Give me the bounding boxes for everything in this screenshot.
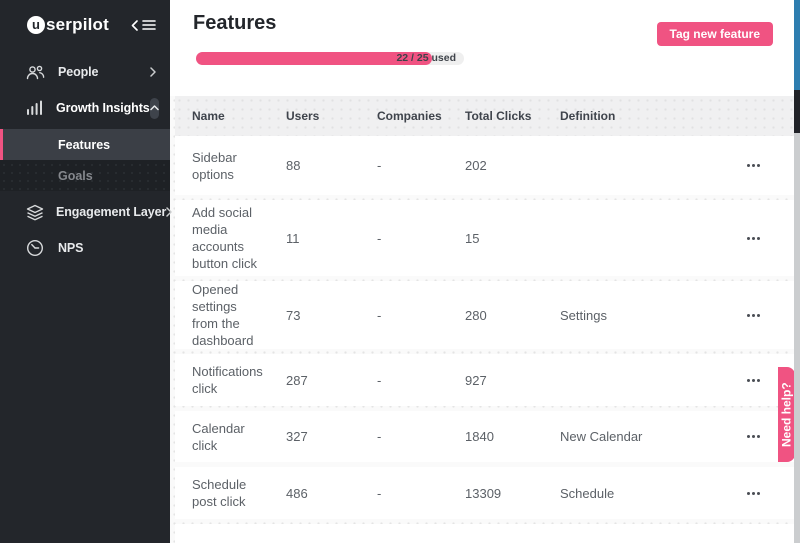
userpilot-logo[interactable]: u serpilot [27, 15, 109, 35]
column-header-name: Name [192, 109, 225, 123]
need-help-tab[interactable]: Need help? [778, 367, 795, 462]
sidebar-header: u serpilot [0, 0, 170, 35]
chevron-right-icon [166, 207, 172, 217]
feature-name: Calendar click [192, 420, 245, 453]
table-row: Schedule post click 486 - 13309 Schedule [175, 467, 800, 519]
table-row: Opened settings from the dashboard 73 - … [175, 281, 800, 349]
scrollbar-thumb[interactable] [794, 90, 800, 133]
sidebar-item-label: Growth Insights [56, 101, 150, 115]
growth-insights-submenu: Features Goals [0, 129, 170, 191]
collapse-section-button[interactable] [149, 97, 159, 119]
row-actions-button[interactable] [745, 160, 762, 171]
table-row: Sidebar options 88 - 202 [175, 136, 800, 195]
table-row: Add social media accounts button click 1… [175, 200, 800, 276]
row-actions-button[interactable] [745, 488, 762, 499]
hamburger-icon [142, 19, 156, 31]
scrollbar-blue-segment [794, 0, 800, 90]
feature-name: Notifications click [192, 364, 263, 396]
companies-value: - [377, 372, 382, 388]
bar-chart-icon [26, 100, 44, 116]
page-header: Features 22 / 25 used Tag new feature [170, 0, 800, 96]
chevron-up-icon [149, 105, 159, 111]
users-value: 73 [286, 307, 301, 323]
sidebar-item-engagement-layer[interactable]: Engagement Layer [0, 197, 172, 227]
companies-value: - [377, 485, 382, 501]
users-value: 287 [286, 372, 308, 388]
sidebar-nav: People Growth Insights [0, 57, 172, 263]
definition-value: New Calendar [560, 429, 643, 444]
chevron-right-icon [150, 67, 156, 77]
sidebar-item-label: Features [58, 137, 111, 152]
column-header-companies: Companies [377, 109, 442, 123]
total-clicks-value: 280 [465, 307, 487, 323]
table-row: Calendar click 327 - 1840 New Calendar [175, 411, 800, 462]
logo-u-icon: u [27, 16, 45, 34]
main-content: Features 22 / 25 used Tag new feature Na… [170, 0, 800, 543]
usage-progress-label: 22 / 25 used [396, 52, 456, 64]
features-table: Name Users Companies Total Clicks Defini… [170, 96, 800, 543]
table-row-partial [175, 524, 800, 543]
layers-icon [26, 204, 44, 221]
total-clicks-value: 15 [465, 230, 480, 246]
feature-name: Add social media accounts button click [192, 205, 258, 271]
people-icon [26, 64, 46, 81]
column-header-users: Users [286, 109, 320, 123]
feature-name: Schedule post click [192, 477, 247, 509]
scrollbar[interactable] [794, 0, 800, 543]
sidebar-item-label: NPS [58, 241, 84, 255]
feature-name: Opened settings from the dashboard [192, 282, 254, 348]
total-clicks-value: 927 [465, 372, 487, 388]
sidebar-item-features[interactable]: Features [0, 129, 170, 160]
gauge-icon [26, 239, 46, 257]
feature-usage-progress-bar: 22 / 25 used [196, 52, 464, 65]
tag-new-feature-button[interactable]: Tag new feature [656, 22, 773, 46]
sidebar-item-label: People [58, 65, 99, 79]
users-value: 486 [286, 485, 308, 501]
companies-value: - [377, 429, 382, 444]
companies-value: - [377, 158, 382, 173]
sidebar-item-growth-insights[interactable]: Growth Insights [0, 93, 170, 123]
sidebar-item-label: Goals [58, 168, 93, 183]
definition-value: Schedule [560, 485, 615, 501]
usage-progress-fill [196, 52, 432, 65]
sidebar-item-label: Engagement Layer [56, 205, 167, 219]
users-value: 11 [286, 230, 300, 246]
sidebar-item-people[interactable]: People [0, 57, 170, 87]
page-title: Features [193, 12, 277, 34]
table-row: Notifications click 287 - 927 [175, 354, 800, 406]
column-header-total-clicks: Total Clicks [465, 109, 532, 123]
sidebar-item-nps[interactable]: NPS [0, 233, 170, 263]
sidebar: u serpilot [0, 0, 172, 543]
users-value: 327 [286, 429, 308, 444]
feature-name: Sidebar options [192, 149, 237, 182]
chevron-left-icon [131, 19, 138, 31]
row-actions-button[interactable] [745, 233, 762, 244]
companies-value: - [377, 307, 382, 323]
table-header-row: Name Users Companies Total Clicks Defini… [175, 96, 800, 136]
row-actions-button[interactable] [745, 310, 762, 321]
sidebar-item-goals[interactable]: Goals [0, 160, 170, 191]
row-actions-button[interactable] [745, 375, 762, 386]
users-value: 88 [286, 158, 301, 173]
total-clicks-value: 1840 [465, 429, 494, 444]
companies-value: - [377, 230, 382, 246]
column-header-definition: Definition [560, 109, 616, 123]
definition-value: Settings [560, 307, 607, 323]
sidebar-collapse-button[interactable] [131, 19, 156, 31]
logo-text: serpilot [46, 15, 110, 34]
row-actions-button[interactable] [745, 431, 762, 442]
total-clicks-value: 13309 [465, 485, 502, 501]
total-clicks-value: 202 [465, 158, 487, 173]
